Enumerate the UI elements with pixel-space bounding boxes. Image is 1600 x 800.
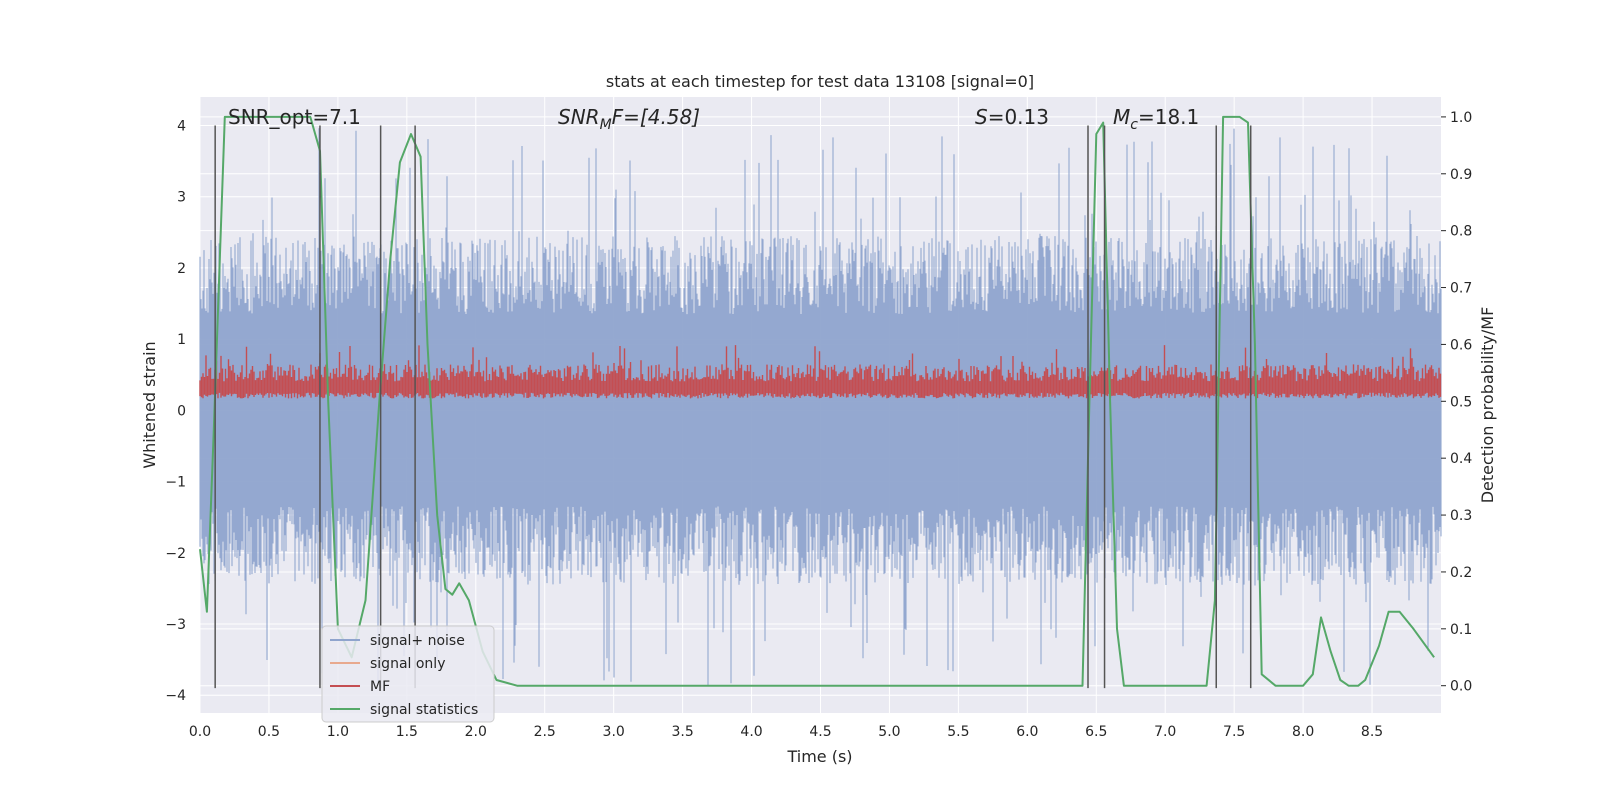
- x-axis-label: Time (s): [786, 747, 852, 766]
- x-tick-label: 4.5: [809, 724, 831, 740]
- legend-label-signal-only: signal only: [370, 656, 445, 672]
- y2-tick-label: 0.3: [1450, 508, 1472, 524]
- legend-label-mf: MF: [370, 679, 390, 695]
- y2-tick-label: 0.2: [1450, 565, 1472, 581]
- y-tick-label: −4: [165, 688, 186, 704]
- event-markers: [214, 125, 1252, 689]
- y-axis-ticks: −4 −3 −2 −1 0 1 2 3 4: [165, 118, 186, 704]
- x-tick-label: 3.5: [671, 724, 693, 740]
- x-tick-label: 5.0: [878, 724, 900, 740]
- x-axis-ticks: 0.0 0.5 1.0 1.5 2.0 2.5 3.0 3.5 4.0 4.5 5.0 5.5 6.0 6…: [189, 724, 1383, 740]
- y-tick-label: 2: [177, 261, 186, 277]
- y2-tick-label: 0.1: [1450, 622, 1472, 638]
- x-tick-label: 4.0: [740, 724, 762, 740]
- y-tick-label: 1: [177, 332, 186, 348]
- y-tick-label: −2: [165, 546, 186, 562]
- legend: signal+ noise signal only MF signal stat…: [321, 625, 495, 723]
- y2-tick-label: 0.5: [1450, 394, 1472, 410]
- x-tick-label: 6.0: [1016, 724, 1038, 740]
- x-tick-label: 8.0: [1292, 724, 1314, 740]
- y-tick-label: −1: [165, 475, 186, 491]
- s-value: =0.13: [988, 105, 1049, 129]
- mc-value: =18.1: [1138, 105, 1199, 129]
- x-tick-label: 2.0: [465, 724, 487, 740]
- y-tick-label: 3: [177, 190, 186, 206]
- x-tick-label: 7.5: [1223, 724, 1245, 740]
- x-tick-label: 0.0: [189, 724, 211, 740]
- x-tick-label: 3.0: [603, 724, 625, 740]
- mc-subscript: c: [1130, 117, 1138, 133]
- chart-title: stats at each timestep for test data 131…: [606, 72, 1034, 91]
- mf-trace: [199, 345, 1442, 399]
- annotation-snr-opt: SNR_opt=7.1: [228, 105, 361, 129]
- legend-label-signal-noise: signal+ noise: [370, 633, 465, 649]
- annotation-snr-mf: SNRMF=[4.58]: [558, 105, 700, 133]
- legend-box: [321, 625, 495, 723]
- y-axis-label: Whitened strain: [140, 341, 159, 468]
- y2-axis-ticks: 0.0 0.1 0.2 0.3 0.4 0.5 0.6 0.7 0.8 0.9 1.0: [1441, 110, 1472, 695]
- y2-tick-label: 0.8: [1450, 224, 1472, 240]
- x-tick-label: 5.5: [947, 724, 969, 740]
- x-tick-label: 8.5: [1361, 724, 1383, 740]
- mc-label: M: [1113, 105, 1130, 129]
- y-tick-label: 4: [177, 118, 186, 134]
- y-tick-label: 0: [177, 403, 186, 419]
- y2-tick-label: 0.0: [1450, 679, 1472, 695]
- snr-mf-subscript: M: [600, 117, 612, 133]
- mf-series: [199, 345, 1442, 399]
- y2-tick-label: 0.4: [1450, 451, 1472, 467]
- s-label: S: [975, 105, 988, 129]
- x-tick-label: 7.0: [1154, 724, 1176, 740]
- x-tick-label: 1.0: [327, 724, 349, 740]
- annotation-mc: Mc=18.1: [1113, 105, 1199, 133]
- y2-tick-label: 0.7: [1450, 281, 1472, 297]
- y2-tick-label: 1.0: [1450, 110, 1472, 126]
- y2-tick-label: 0.6: [1450, 337, 1472, 353]
- x-tick-label: 0.5: [258, 724, 280, 740]
- annotation-s: S=0.13: [975, 105, 1049, 129]
- y-tick-label: −3: [165, 617, 186, 633]
- x-tick-label: 6.5: [1085, 724, 1107, 740]
- y2-tick-label: 0.9: [1450, 167, 1472, 183]
- snr-mf-main: SNR: [558, 105, 600, 129]
- y2-axis-label: Detection probability/MF: [1478, 307, 1497, 504]
- legend-label-signal-statistics: signal statistics: [370, 702, 478, 718]
- x-tick-label: 1.5: [396, 724, 418, 740]
- x-tick-label: 2.5: [534, 724, 556, 740]
- snr-mf-value: F=[4.58]: [612, 105, 700, 129]
